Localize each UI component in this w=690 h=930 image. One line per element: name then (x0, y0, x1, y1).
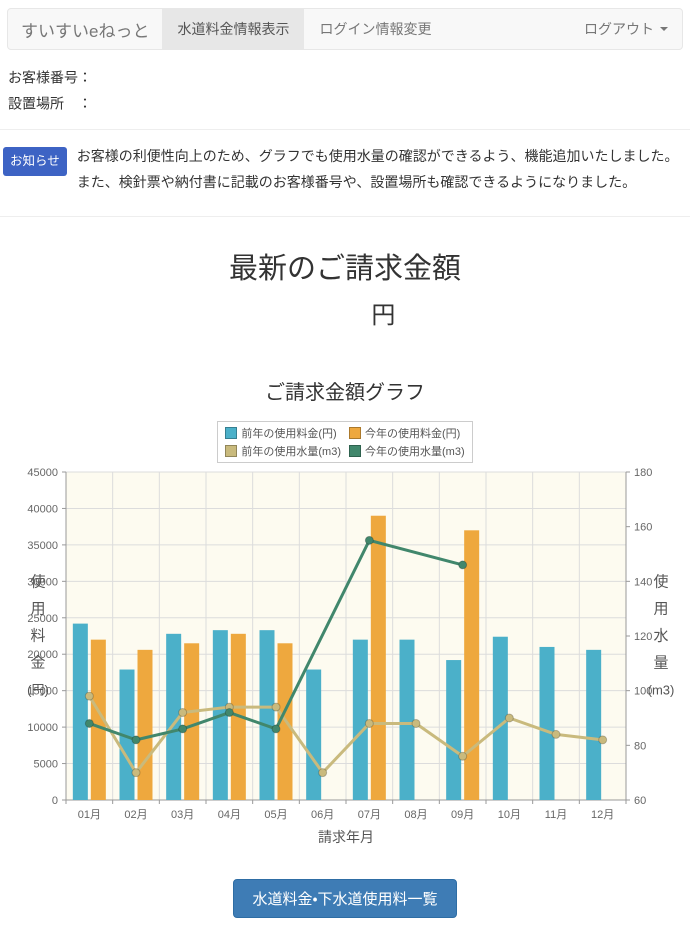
svg-text:5000: 5000 (34, 758, 58, 770)
legend-label: 前年の使用水量(m3) (241, 445, 341, 458)
svg-text:09月: 09月 (451, 809, 474, 821)
billing-chart-section: 前年の使用料金(円) 今年の使用料金(円) 前年の使用水量(m3) 今年の使用水量(m… (0, 420, 690, 855)
svg-text:05月: 05月 (264, 809, 287, 821)
svg-text:40000: 40000 (27, 503, 58, 515)
water-sewer-fee-list-button[interactable]: 水道料金・下水道使用料一覧 (233, 878, 457, 918)
notice-section: お知らせ お客様の利便性向上のため、グラフでも使用水量の確認ができるよう、機能追… (0, 140, 690, 206)
svg-text:使: 使 (653, 573, 668, 590)
bill-amount-unit: 円 (371, 301, 396, 329)
svg-text:(m3): (m3) (648, 682, 675, 697)
navbar-spacer (446, 9, 570, 49)
svg-text:水: 水 (653, 627, 668, 644)
logout-label: ログアウト (584, 21, 654, 37)
notice-text: お客様の利便性向上のため、グラフでも使用水量の確認ができるよう、機能追加いたしま… (77, 144, 679, 196)
svg-text:45000: 45000 (27, 467, 58, 479)
notice-badge: お知らせ (3, 146, 67, 176)
svg-text:12月: 12月 (591, 809, 614, 821)
svg-text:80: 80 (634, 740, 646, 752)
footer-actions: 水道料金・下水道使用料一覧 (0, 878, 690, 918)
brand-logo[interactable]: すいすいeねっと (21, 21, 150, 41)
svg-text:20000: 20000 (27, 649, 58, 661)
legend-swatch-icon (349, 426, 361, 439)
svg-text:使: 使 (30, 573, 45, 590)
svg-text:120: 120 (634, 631, 652, 643)
legend-swatch-icon (349, 444, 361, 457)
svg-text:0: 0 (52, 795, 58, 807)
svg-text:04月: 04月 (218, 809, 241, 821)
svg-text:量: 量 (653, 654, 668, 671)
svg-text:30000: 30000 (27, 576, 58, 588)
svg-text:180: 180 (634, 467, 652, 479)
legend-item-1: 今年の使用料金(円) (349, 425, 465, 441)
latest-bill-title: 最新のご請求金額 (228, 252, 461, 285)
chevron-down-icon (660, 27, 668, 31)
customer-number-row: お客様番号： (8, 65, 682, 91)
svg-text:160: 160 (634, 521, 652, 533)
svg-text:60: 60 (634, 795, 646, 807)
customer-info: お客様番号： 設置場所 ： (0, 50, 690, 119)
legend-item-3: 今年の使用水量(m3) (349, 443, 465, 459)
svg-text:15000: 15000 (27, 685, 58, 697)
customer-number-label: お客様番号： (8, 69, 92, 86)
legend-swatch-icon (225, 426, 238, 439)
svg-text:10000: 10000 (27, 722, 58, 734)
legend-label: 前年の使用料金(円) (241, 427, 337, 440)
svg-text:用: 用 (653, 600, 668, 617)
notice-line-2: また、検針票や納付書に記載のお客様番号や、設置場所も確認できるようになりました。 (76, 173, 637, 190)
divider (0, 215, 690, 217)
tab-water-bill-info[interactable]: 水道料金情報表示 (162, 9, 305, 49)
svg-text:08月: 08月 (404, 809, 427, 821)
legend-label: 今年の使用料金(円) (365, 427, 461, 440)
svg-text:100: 100 (634, 685, 652, 697)
legend-swatch-icon (225, 444, 238, 457)
latest-bill-amount: 円 (0, 295, 690, 330)
notice-line-1: お客様の利便性向上のため、グラフでも使用水量の確認ができるよう、機能追加いたしま… (76, 147, 679, 164)
logout-menu[interactable]: ログアウト (570, 9, 682, 49)
chart-title: ご請求金額グラフ (265, 381, 425, 404)
svg-text:07月: 07月 (358, 809, 381, 821)
svg-text:06月: 06月 (311, 809, 334, 821)
svg-text:35000: 35000 (27, 539, 58, 551)
svg-text:請求年月: 請求年月 (318, 829, 374, 845)
svg-text:140: 140 (634, 576, 652, 588)
svg-text:01月: 01月 (78, 809, 101, 821)
svg-text:料: 料 (30, 627, 45, 644)
tab-login-info-change[interactable]: ログイン情報変更 (319, 21, 432, 37)
install-location-label: 設置場所 ： (8, 95, 92, 112)
svg-text:10月: 10月 (498, 809, 521, 821)
svg-text:用: 用 (30, 600, 45, 617)
chart-legend: 前年の使用料金(円) 今年の使用料金(円) 前年の使用水量(m3) 今年の使用水量(m… (217, 420, 473, 463)
legend-item-2: 前年の使用水量(m3) (225, 443, 341, 459)
svg-text:25000: 25000 (27, 612, 58, 624)
svg-text:11月: 11月 (545, 809, 567, 821)
divider (0, 128, 690, 130)
billing-chart: 0 5000 10000 15000 20000 25000 30000 35000 40000… (27, 467, 675, 845)
svg-text:金: 金 (30, 654, 45, 671)
legend-label: 今年の使用水量(m3) (365, 445, 465, 458)
legend-item-0: 前年の使用料金(円) (225, 425, 341, 441)
top-navbar: すいすいeねっと 水道料金情報表示 ログイン情報変更 ログアウト (7, 8, 683, 50)
svg-text:(円): (円) (27, 682, 49, 697)
install-location-row: 設置場所 ： (8, 91, 682, 117)
svg-text:02月: 02月 (124, 809, 147, 821)
svg-text:03月: 03月 (171, 809, 194, 821)
